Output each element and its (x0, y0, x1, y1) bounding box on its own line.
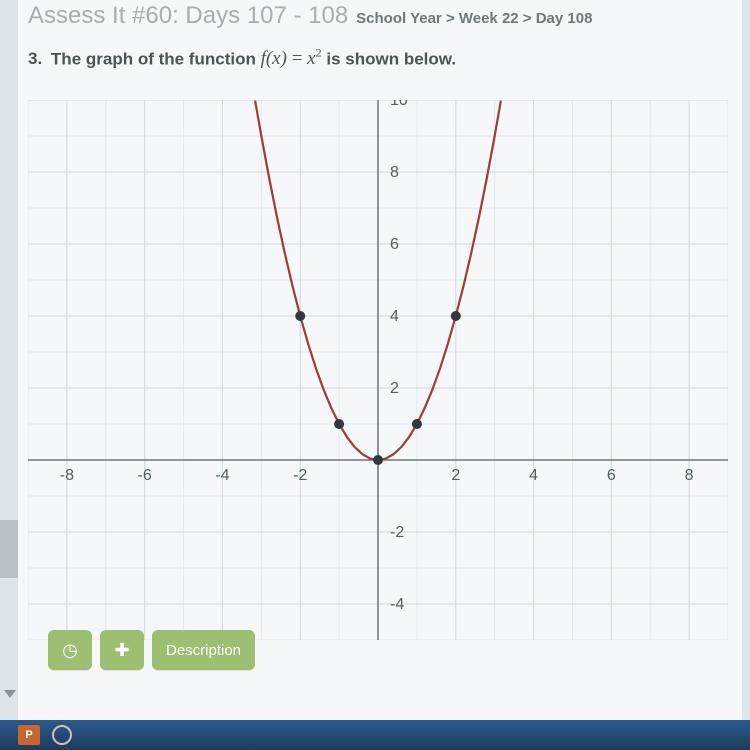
svg-text:4: 4 (390, 308, 399, 325)
page-title: Assess It #60: Days 107 - 108 (28, 2, 348, 30)
svg-text:4: 4 (529, 467, 538, 484)
question-number: 3. (28, 49, 42, 68)
tool-icon: ✚ (114, 640, 129, 661)
svg-text:-4: -4 (215, 467, 229, 484)
svg-text:10: 10 (390, 100, 408, 109)
svg-text:2: 2 (390, 380, 399, 397)
page-content: Assess It #60: Days 107 - 108 School Yea… (18, 0, 742, 720)
tool-button[interactable]: ✚ (100, 630, 144, 670)
header: Assess It #60: Days 107 - 108 School Yea… (28, 0, 732, 30)
svg-text:-2: -2 (390, 524, 404, 541)
svg-text:-4: -4 (390, 596, 404, 613)
button-row: ◷ ✚ Description (48, 630, 255, 670)
svg-text:-8: -8 (60, 467, 74, 484)
svg-text:6: 6 (607, 467, 616, 484)
svg-text:6: 6 (390, 236, 399, 253)
svg-text:8: 8 (390, 164, 399, 181)
breadcrumb: School Year > Week 22 > Day 108 (356, 10, 592, 27)
svg-text:-2: -2 (293, 467, 307, 484)
question-after: is shown below. (326, 49, 456, 68)
svg-text:2: 2 (451, 467, 460, 484)
question-before: The graph of the function (51, 49, 261, 68)
clock-icon: ◷ (62, 640, 78, 661)
left-edge-sliver (0, 520, 18, 578)
taskbar: P (0, 720, 750, 750)
question-math: f(x) = x2 (261, 48, 327, 69)
dropdown-triangle (4, 690, 16, 698)
svg-text:8: 8 (685, 467, 694, 484)
taskbar-circle-icon[interactable] (52, 725, 72, 745)
svg-text:-6: -6 (138, 467, 152, 484)
chart: -8 -6 -4 -2 2 4 6 8 2 4 6 8 10 -2 -4 (28, 100, 728, 640)
taskbar-app-icon[interactable]: P (18, 725, 40, 745)
chart-svg: -8 -6 -4 -2 2 4 6 8 2 4 6 8 10 -2 -4 (28, 100, 728, 640)
clock-button[interactable]: ◷ (48, 630, 92, 670)
question-text: 3. The graph of the function f(x) = x2 i… (28, 46, 732, 70)
description-button[interactable]: Description (152, 630, 255, 670)
